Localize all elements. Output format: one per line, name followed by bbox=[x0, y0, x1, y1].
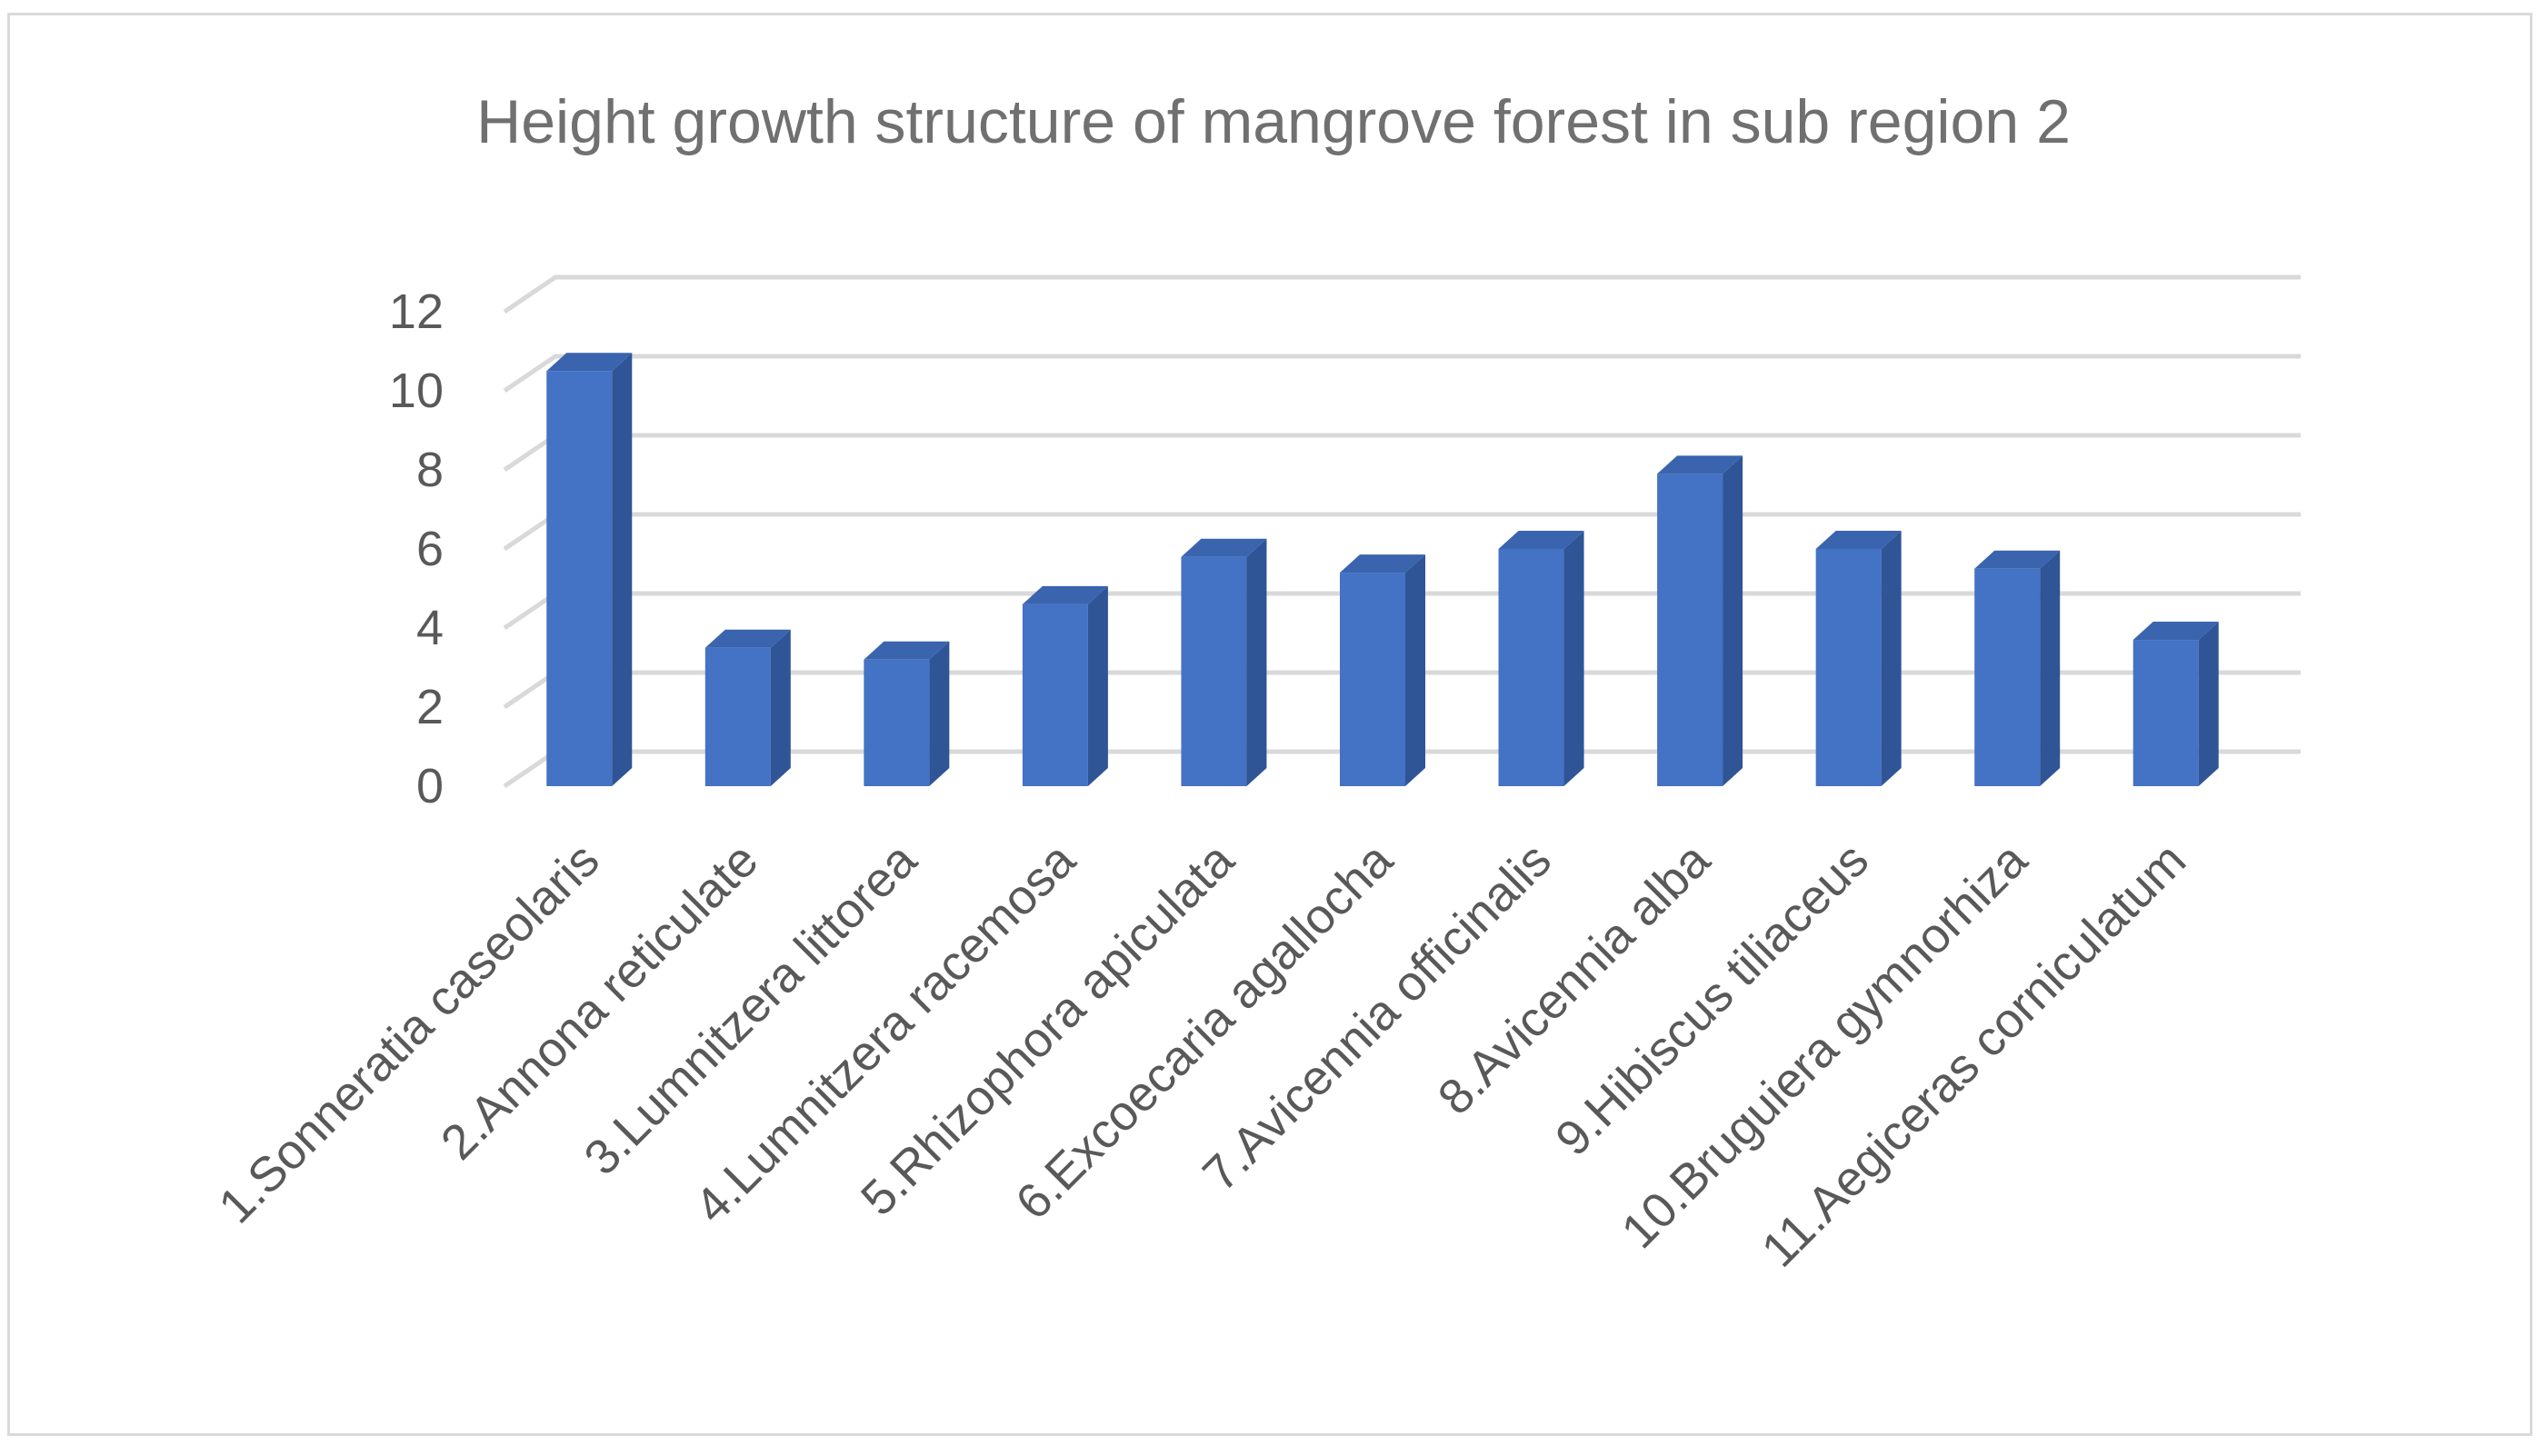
bar-top bbox=[1181, 538, 1267, 557]
bar-top bbox=[546, 353, 633, 372]
y-tick-label: 8 bbox=[416, 443, 444, 497]
gridline-5 bbox=[503, 354, 2301, 394]
bar-front bbox=[704, 647, 771, 786]
bar-front bbox=[2132, 640, 2199, 786]
bar-side bbox=[1405, 554, 1425, 786]
chart-frame bbox=[7, 13, 2532, 1436]
bar-side bbox=[1881, 531, 1902, 786]
bar-side bbox=[2198, 622, 2219, 786]
x-tick-label: 8.Avicennia alba bbox=[1428, 832, 1722, 1125]
bar-4 bbox=[1022, 585, 1108, 786]
bar-side bbox=[1087, 585, 1108, 786]
bar-front bbox=[1657, 474, 1723, 786]
bar-side bbox=[1246, 538, 1267, 786]
bar-front bbox=[1340, 573, 1405, 786]
bar-2 bbox=[704, 629, 791, 786]
y-tick-label: 10 bbox=[389, 364, 444, 418]
bar-front bbox=[864, 659, 930, 786]
bar-7 bbox=[1498, 531, 1584, 786]
bar-front bbox=[1815, 549, 1882, 786]
bar-side bbox=[1723, 455, 1743, 786]
gridline-4 bbox=[503, 433, 2301, 473]
bar-3 bbox=[864, 641, 950, 786]
bar-top bbox=[1022, 585, 1108, 604]
y-tick-label: 6 bbox=[416, 522, 444, 576]
bar-side bbox=[770, 629, 791, 786]
bar-top bbox=[1974, 550, 2061, 569]
bar-1 bbox=[546, 353, 633, 786]
bar-top bbox=[2132, 622, 2219, 641]
bar-top bbox=[1340, 554, 1425, 573]
bar-side bbox=[929, 641, 950, 786]
bar-top bbox=[1815, 531, 1902, 549]
bar-top bbox=[704, 629, 791, 648]
bar-8 bbox=[1657, 455, 1743, 786]
bar-top bbox=[864, 641, 950, 660]
gridline-6 bbox=[503, 274, 2301, 314]
bar-top bbox=[1657, 455, 1743, 474]
chart-title: Height growth structure of mangrove fore… bbox=[476, 87, 2071, 156]
bar-front bbox=[1181, 556, 1247, 786]
bar-side bbox=[2040, 550, 2061, 786]
bar-front bbox=[1022, 603, 1088, 786]
y-axis-ticks: 0 2 4 6 8 10 12 bbox=[389, 284, 444, 813]
gridline-3 bbox=[503, 512, 2301, 552]
x-tick-label: 9.Hibiscus tiliaceus bbox=[1545, 833, 1879, 1166]
bars bbox=[546, 353, 2219, 786]
bar-6 bbox=[1340, 554, 1425, 786]
bar-side bbox=[1563, 531, 1584, 786]
bar-9 bbox=[1815, 531, 1902, 786]
y-tick-label: 4 bbox=[416, 601, 444, 655]
x-tick-label: 2.Annona reticulate bbox=[431, 833, 768, 1170]
bar-side bbox=[612, 353, 633, 786]
bar-front bbox=[1498, 549, 1564, 786]
bar-5 bbox=[1181, 538, 1267, 786]
bar-top bbox=[1498, 531, 1584, 549]
y-tick-label: 12 bbox=[389, 284, 444, 339]
bar-11 bbox=[2132, 622, 2219, 786]
y-tick-label: 2 bbox=[416, 680, 444, 734]
bar-10 bbox=[1974, 550, 2061, 786]
y-tick-label: 0 bbox=[416, 759, 444, 813]
bar-front bbox=[546, 371, 613, 786]
bar-front bbox=[1974, 568, 2041, 786]
